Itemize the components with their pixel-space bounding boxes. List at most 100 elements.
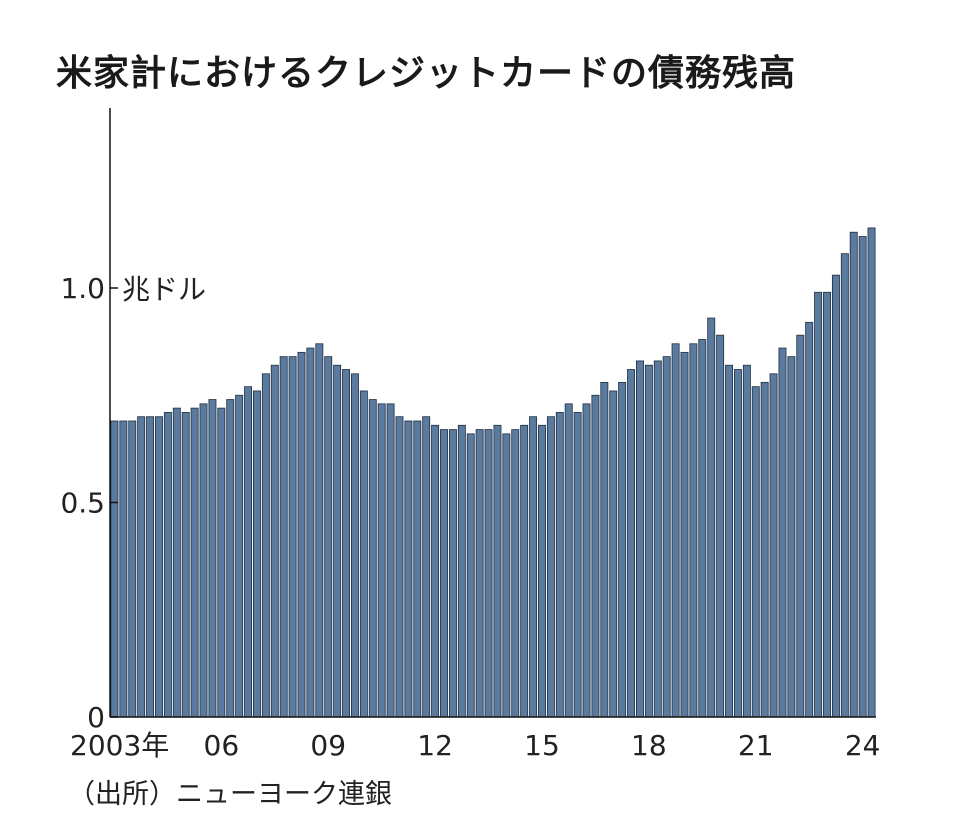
bar: [368, 399, 377, 718]
bar: [760, 381, 769, 718]
bar: [448, 429, 457, 718]
bar: [751, 386, 760, 718]
bar: [279, 356, 288, 718]
bar: [119, 420, 128, 718]
bar: [252, 390, 261, 718]
bar: [297, 351, 306, 718]
bar: [680, 351, 689, 718]
bar: [591, 394, 600, 718]
y-tick-label: 1.0: [60, 272, 105, 305]
bar: [520, 424, 529, 718]
bar: [404, 420, 413, 718]
bar: [867, 227, 876, 718]
x-tick-label: 12: [417, 729, 453, 762]
bar: [208, 399, 217, 718]
bar: [324, 356, 333, 718]
bar: [698, 339, 707, 718]
source-note: （出所）ニューヨーク連銀: [68, 779, 392, 810]
bar: [190, 407, 199, 718]
bar: [725, 364, 733, 718]
bar: [814, 291, 823, 718]
bar: [636, 360, 644, 718]
bar: [350, 373, 359, 718]
bar: [823, 291, 831, 718]
bar: [163, 412, 172, 718]
bar: [270, 364, 279, 718]
bar: [502, 433, 511, 718]
x-tick-label: 15: [524, 729, 560, 762]
chart-title: 米家計におけるクレジットカードの債務残高: [56, 53, 797, 94]
bar: [359, 390, 368, 718]
bar: [386, 403, 395, 718]
bar: [796, 334, 805, 718]
y-ticks-group: 0 0.5 1.0 兆ドル: [60, 272, 206, 734]
x-tick-label: 06: [204, 729, 240, 762]
x-tick-label: 18: [631, 729, 667, 762]
bar: [644, 364, 653, 718]
bar: [466, 433, 475, 718]
bar: [627, 369, 636, 718]
bar: [733, 369, 742, 718]
bar: [422, 416, 431, 718]
bar: [475, 429, 484, 718]
bar: [778, 347, 787, 718]
x-tick-label: 24: [845, 729, 881, 762]
bar: [582, 403, 591, 718]
bar: [244, 386, 253, 718]
bar: [671, 343, 680, 718]
y-unit-label: 兆ドル: [122, 273, 206, 306]
x-ticks-group: 2003年 06 09 12 15 18 21 24: [70, 729, 880, 762]
bar: [662, 356, 671, 718]
bar: [146, 416, 155, 718]
bar: [137, 416, 146, 718]
bar: [849, 231, 858, 718]
bar: [226, 399, 235, 718]
bar: [787, 356, 796, 718]
bar: [858, 236, 867, 718]
bar: [564, 403, 573, 718]
bar: [395, 416, 404, 718]
bar: [181, 412, 190, 718]
bar: [155, 416, 163, 718]
bar: [609, 390, 618, 718]
bar: [555, 412, 564, 718]
bar: [707, 317, 716, 718]
bar: [538, 424, 546, 718]
bar: [831, 274, 840, 718]
bar: [172, 407, 181, 718]
bar: [315, 343, 324, 718]
bars-group: [110, 227, 876, 718]
bar: [689, 343, 698, 718]
bar: [199, 403, 208, 718]
bar: [288, 356, 297, 718]
bar: [261, 373, 270, 718]
bar: [217, 407, 226, 718]
bar: [493, 424, 502, 718]
bar: [484, 429, 493, 718]
bar: [377, 403, 386, 718]
bar: [511, 429, 520, 718]
bar: [618, 381, 627, 718]
bar: [742, 364, 751, 718]
x-tick-label: 2003年: [70, 729, 169, 762]
bar: [333, 364, 342, 718]
bar: [653, 360, 662, 718]
bar: [235, 394, 244, 718]
bar: [805, 321, 814, 718]
y-tick-label: 0.5: [60, 487, 105, 520]
bar: [840, 253, 849, 718]
y-tick-label: 0: [87, 701, 105, 734]
bar: [546, 416, 555, 718]
bar: [128, 420, 137, 718]
bar: [342, 369, 351, 718]
bar: [110, 420, 119, 718]
bar: [457, 424, 466, 718]
bar: [716, 334, 725, 718]
bar: [306, 347, 315, 718]
bar: [529, 416, 538, 718]
x-tick-label: 21: [738, 729, 774, 762]
bar: [440, 429, 448, 718]
bar: [769, 373, 778, 718]
bar: [600, 381, 609, 718]
